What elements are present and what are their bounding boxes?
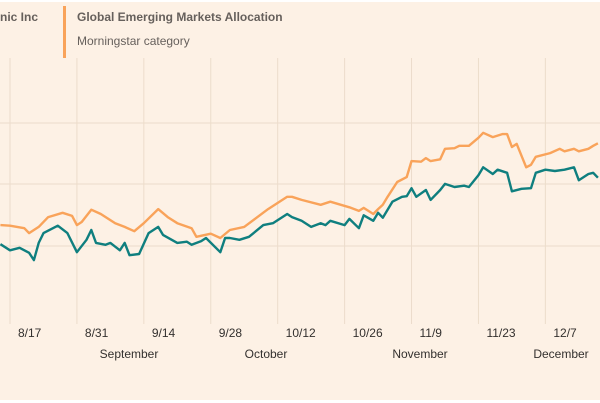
month-label: October bbox=[245, 347, 288, 361]
series-line-category bbox=[0, 131, 599, 240]
month-label: December bbox=[533, 347, 588, 361]
x-tick-label: 11/23 bbox=[486, 326, 515, 340]
legend-category-swatch bbox=[63, 6, 66, 58]
x-tick-label: 9/14 bbox=[152, 326, 176, 340]
legend-category-subtitle: Morningstar category bbox=[77, 34, 190, 48]
x-tick-label: 12/7 bbox=[553, 326, 577, 340]
series-line-fund bbox=[0, 166, 599, 262]
legend-fund-name: nic Inc bbox=[0, 10, 39, 24]
x-tick-label: 8/17 bbox=[18, 326, 42, 340]
x-tick-label: 9/28 bbox=[219, 326, 243, 340]
x-tick-label: 10/26 bbox=[353, 326, 383, 340]
legend-category-name: Global Emerging Markets Allocation bbox=[77, 10, 283, 24]
x-tick-label: 8/31 bbox=[85, 326, 109, 340]
month-label: September bbox=[100, 347, 159, 361]
x-tick-label: 10/12 bbox=[286, 326, 316, 340]
month-label: November bbox=[392, 347, 447, 361]
x-tick-label: 11/9 bbox=[420, 326, 443, 340]
